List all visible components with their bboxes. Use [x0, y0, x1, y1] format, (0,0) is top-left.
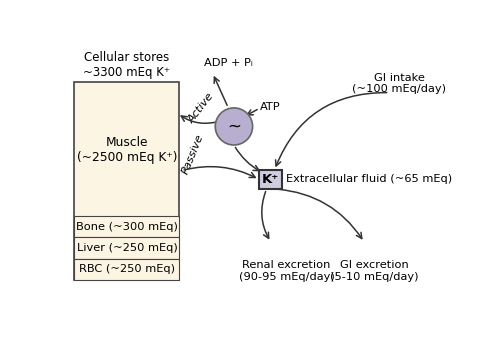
Bar — [259, 170, 281, 189]
Bar — [74, 216, 179, 237]
Text: GI excretion
(5-10 mEq/day): GI excretion (5-10 mEq/day) — [329, 260, 417, 282]
Text: Extracellular fluid (~65 mEq): Extracellular fluid (~65 mEq) — [286, 174, 452, 184]
Bar — [74, 82, 179, 280]
Text: RBC (~250 mEq): RBC (~250 mEq) — [79, 264, 174, 274]
Ellipse shape — [215, 108, 252, 145]
Text: ATP: ATP — [260, 102, 281, 112]
Text: Active: Active — [186, 91, 215, 125]
Text: Liver (~250 mEq): Liver (~250 mEq) — [77, 243, 177, 253]
Text: Muscle
(~2500 mEq K⁺): Muscle (~2500 mEq K⁺) — [77, 136, 177, 164]
Text: ADP + Pᵢ: ADP + Pᵢ — [203, 58, 252, 68]
Bar — [74, 259, 179, 280]
Text: Cellular stores
~3300 mEq K⁺: Cellular stores ~3300 mEq K⁺ — [83, 51, 170, 79]
Text: Renal excretion
(90-95 mEq/day): Renal excretion (90-95 mEq/day) — [238, 260, 334, 282]
Text: ~: ~ — [226, 117, 240, 136]
Text: Passive: Passive — [180, 132, 205, 175]
Text: GI intake
(~100 mEq/day): GI intake (~100 mEq/day) — [352, 73, 445, 94]
Text: Bone (~300 mEq): Bone (~300 mEq) — [76, 222, 177, 232]
Bar — [74, 237, 179, 259]
Text: K⁺: K⁺ — [262, 173, 279, 186]
